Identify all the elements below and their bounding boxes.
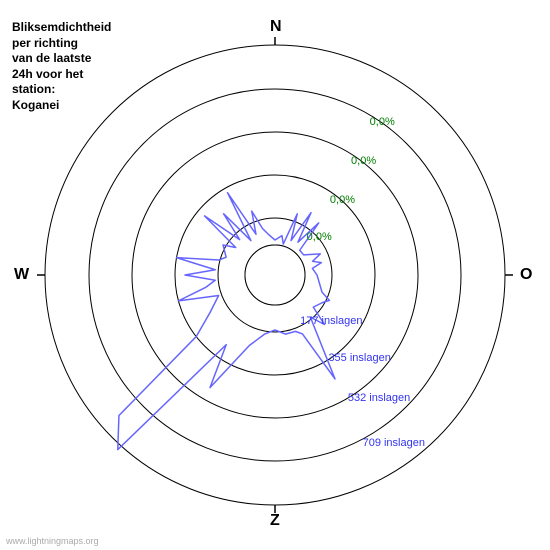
strikes-label: 177 inslagen — [300, 315, 362, 327]
strikes-label: 532 inslagen — [348, 392, 410, 404]
compass-n: N — [270, 18, 282, 36]
compass-w: W — [14, 266, 29, 284]
pct-label: 0,0% — [307, 231, 332, 243]
strikes-label: 709 inslagen — [363, 437, 425, 449]
pct-label: 0,0% — [351, 155, 376, 167]
strikes-label: 355 inslagen — [328, 352, 390, 364]
compass-s: Z — [270, 512, 280, 530]
compass-e: O — [520, 266, 532, 284]
watermark: www.lightningmaps.org — [6, 536, 99, 546]
pct-label: 0,0% — [370, 116, 395, 128]
chart-title: Bliksemdichtheid per richting van de laa… — [12, 20, 111, 114]
pct-label: 0,0% — [330, 194, 355, 206]
